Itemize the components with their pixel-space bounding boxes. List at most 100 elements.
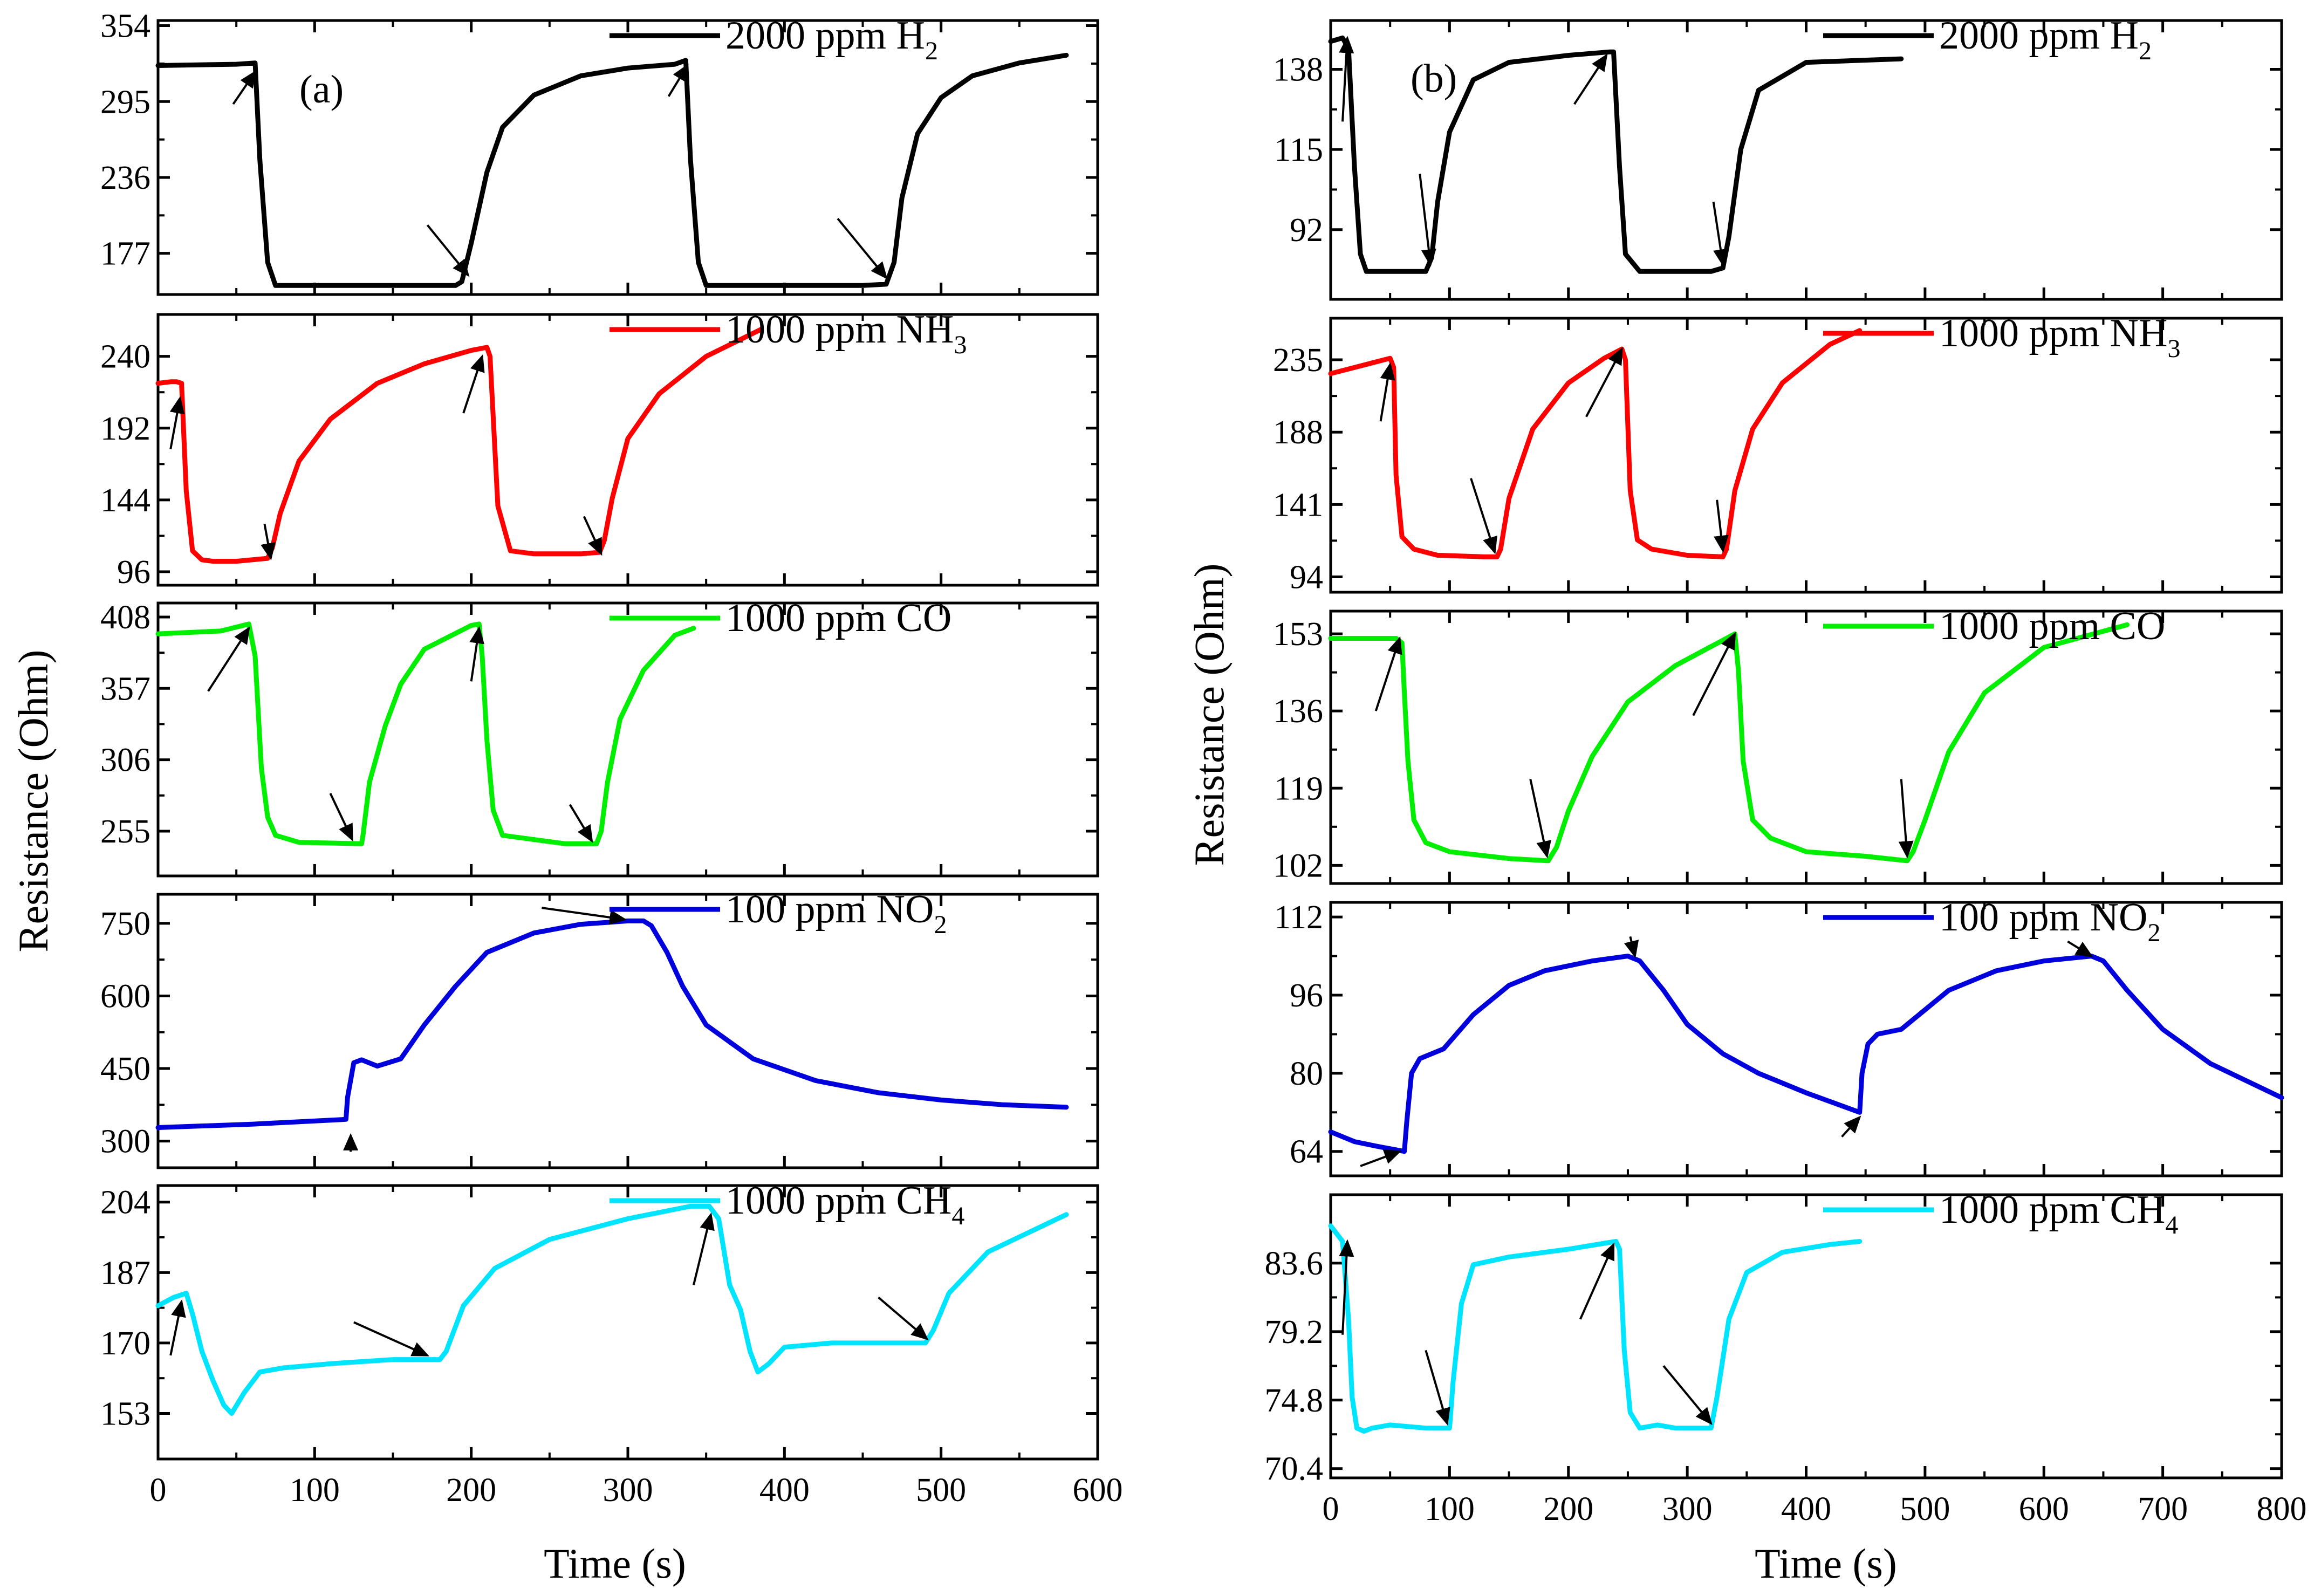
chart-b-0: 92 115 138 2000 ppm H2 (1273, 13, 2283, 301)
annotation-arrow (1379, 362, 1395, 422)
y-tick-label: 96 (117, 554, 150, 591)
series-line (1328, 35, 1904, 274)
y-tick-label: 141 (1273, 487, 1323, 523)
panel-tag-b: (b) (1411, 57, 1457, 101)
annotation-arrow (169, 1299, 186, 1356)
annotation-arrow (692, 1212, 715, 1285)
series-line (155, 52, 1069, 288)
y-tick-label: 450 (100, 1051, 150, 1087)
legend-label: 2000 ppm H2 (1939, 13, 2152, 65)
annotation-arrow (1529, 778, 1551, 859)
y-tick-label: 240 (100, 339, 150, 375)
y-tick-label: 600 (100, 978, 150, 1015)
annotation-arrow (569, 804, 593, 843)
legend-subscript: 2 (2139, 37, 2152, 65)
annotation-arrow (329, 793, 353, 842)
y-tick-label: 236 (100, 160, 150, 196)
y-tick-label: 192 (100, 410, 150, 447)
y-tick-label: 70.4 (1265, 1451, 1324, 1488)
x-tick-label: 600 (2019, 1491, 2069, 1527)
y-tick-label: 188 (1273, 414, 1323, 451)
plot-frame (1329, 609, 2283, 885)
annotation-arrow (1692, 632, 1736, 716)
y-tick-label: 750 (100, 906, 150, 942)
y-tick-label: 170 (100, 1325, 150, 1362)
legend-label: 100 ppm NO2 (1939, 895, 2160, 947)
chart-b-2: 102 119 136 153 1000 ppm CO (1273, 604, 2283, 885)
annotation-arrow (1898, 779, 1914, 859)
y-tick-label: 255 (100, 813, 150, 850)
annotation-arrow (469, 626, 484, 682)
series-line (1328, 954, 2284, 1154)
annotation-arrow (542, 907, 627, 925)
annotation-arrow (261, 523, 276, 561)
y-tick-label: 187 (100, 1255, 150, 1291)
legend-label: 1000 ppm NH3 (1939, 311, 2180, 363)
annotation-arrow (1425, 1350, 1450, 1426)
y-tick-label: 64 (1290, 1134, 1323, 1170)
legend-label: 1000 ppm CO (1939, 604, 2165, 648)
legend-subscript: 2 (934, 910, 947, 939)
annotation-arrow (1374, 636, 1402, 711)
plot-frame (1329, 1193, 2283, 1479)
plot-frame (1329, 317, 2283, 594)
y-tick-label: 295 (100, 84, 150, 120)
y-tick-label: 80 (1290, 1056, 1323, 1092)
y-tick-label: 96 (1290, 977, 1323, 1014)
x-tick-label: 100 (1425, 1491, 1475, 1527)
annotation-arrow (1662, 1365, 1713, 1426)
y-tick-label: 354 (100, 8, 150, 45)
series-line (155, 1203, 1069, 1416)
annotation-arrow (462, 354, 485, 414)
series-line (155, 621, 696, 846)
chart-a-0: 177 236 295 354 2000 ppm H2 (100, 8, 1099, 296)
legend-subscript: 3 (2167, 334, 2180, 363)
x-axis-title-b: Time (s) (1755, 1540, 1897, 1587)
y-tick-label: 79.2 (1265, 1314, 1324, 1351)
annotation-arrow (169, 396, 185, 449)
x-tick-label: 200 (446, 1472, 496, 1509)
y-tick-label: 138 (1273, 51, 1323, 88)
y-tick-label: 153 (100, 1396, 150, 1433)
x-tick-label: 700 (2138, 1491, 2188, 1527)
y-tick-label: 408 (100, 599, 150, 636)
x-tick-label: 500 (916, 1472, 966, 1509)
annotation-arrow (878, 1296, 929, 1340)
legend-label: 1000 ppm CH4 (725, 1179, 964, 1230)
y-tick-label: 74.8 (1265, 1382, 1324, 1419)
annotation-arrow (232, 70, 257, 105)
y-tick-label: 83.6 (1265, 1245, 1324, 1282)
legend-label: 1000 ppm CH4 (1939, 1188, 2178, 1239)
annotation-arrow (1624, 936, 1639, 958)
y-tick-label: 153 (1273, 616, 1323, 653)
legend-label: 2000 ppm H2 (725, 13, 938, 65)
chart-a-4: 153 170 187 204 0 100 200 300 400 500 600 1000 ppm … (100, 1179, 1123, 1509)
x-tick-label: 800 (2257, 1491, 2307, 1527)
legend-subscript: 4 (2165, 1211, 2178, 1239)
chart-b-4: 70.4 74.8 79.2 83.6 0 100 200 300 400 500 600 700 80… (1265, 1188, 2307, 1527)
x-tick-label: 600 (1073, 1472, 1123, 1509)
y-tick-label: 357 (100, 670, 150, 707)
x-tick-label: 300 (1662, 1491, 1713, 1527)
series-line (155, 327, 764, 564)
legend-subscript: 2 (925, 37, 938, 65)
series-line (1328, 1223, 1863, 1434)
y-tick-label: 235 (1273, 342, 1323, 379)
y-tick-label: 115 (1274, 132, 1323, 168)
panel-tag-a: (a) (299, 67, 344, 112)
annotation-arrow (583, 516, 602, 556)
y-axis-title-a: Resistance (Ohm) (10, 649, 57, 952)
plot-frame (1329, 901, 2283, 1177)
x-axis-title-a: Time (s) (544, 1540, 686, 1587)
legend-subscript: 2 (2147, 919, 2160, 947)
annotation-arrow (837, 218, 888, 280)
legend-label: 100 ppm NO2 (725, 887, 947, 939)
y-tick-label: 94 (1290, 559, 1323, 595)
chart-b-1: 94 141 188 235 1000 ppm NH3 (1273, 311, 2283, 595)
plot-frame (156, 893, 1099, 1169)
annotation-arrow (667, 64, 689, 97)
x-tick-label: 500 (1900, 1491, 1950, 1527)
x-tick-label: 400 (1781, 1491, 1831, 1527)
series-line (1328, 328, 1863, 559)
